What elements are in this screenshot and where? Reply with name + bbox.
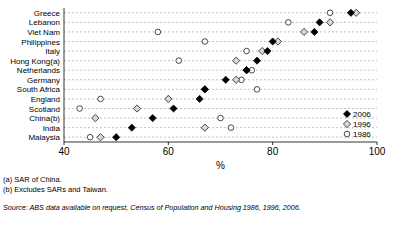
- footnote: (a) SAR of China.: [3, 175, 62, 184]
- row-line: [64, 70, 377, 71]
- dot: [87, 134, 93, 140]
- category-label: China(b): [29, 114, 60, 123]
- dot: [233, 57, 240, 64]
- category-label: England: [31, 95, 60, 104]
- dot: [316, 19, 323, 26]
- category-label: South Africa: [17, 85, 61, 94]
- category-label: Greece: [34, 9, 61, 18]
- x-tick-label: 100: [369, 146, 386, 157]
- dot: [233, 76, 240, 83]
- category-label: Malaysia: [28, 133, 60, 142]
- dot: [133, 105, 140, 112]
- legend-marker: [344, 131, 350, 137]
- row-line: [64, 127, 377, 128]
- dot: [264, 47, 271, 54]
- row-line: [64, 98, 377, 99]
- dot: [128, 124, 135, 131]
- dot: [113, 134, 120, 141]
- dot: [286, 20, 292, 26]
- row-line: [64, 31, 377, 32]
- row-line: [64, 60, 377, 61]
- dot: [269, 38, 276, 45]
- category-label: Italy: [45, 47, 60, 56]
- dot: [347, 9, 354, 16]
- dot: [196, 95, 203, 102]
- dot: [201, 86, 208, 93]
- category-label: Germany: [27, 76, 60, 85]
- dot: [228, 125, 234, 131]
- row-line: [64, 79, 377, 80]
- dot: [176, 58, 182, 64]
- dot: [300, 28, 307, 35]
- legend-label: 1996: [353, 120, 371, 129]
- x-tick: [64, 142, 65, 145]
- dot: [243, 67, 250, 74]
- dot: [253, 57, 260, 64]
- source: Source: ABS data available on request, C…: [3, 203, 301, 212]
- dot: [254, 87, 260, 93]
- legend-marker: [343, 120, 350, 127]
- x-axis-label: %: [216, 160, 225, 171]
- dot: [165, 95, 172, 102]
- footnote: (b) Excludes SARs and Taiwan.: [3, 185, 108, 194]
- category-label: Scotland: [29, 105, 60, 114]
- x-tick-label: 40: [58, 146, 70, 157]
- legend-marker: [343, 110, 350, 117]
- y-axis: [64, 8, 65, 142]
- dot: [222, 76, 229, 83]
- row-line: [64, 41, 377, 42]
- legend-label: 1986: [353, 130, 371, 139]
- dot: [98, 96, 104, 102]
- x-tick-label: 80: [267, 146, 279, 157]
- dot: [201, 86, 208, 93]
- dot: [243, 67, 250, 74]
- dot: [77, 106, 83, 112]
- row-line: [64, 108, 377, 109]
- row-line: [64, 51, 377, 52]
- category-label: Philippines: [21, 38, 60, 47]
- dot: [155, 29, 161, 35]
- dot: [327, 10, 333, 16]
- plot-marks: [77, 9, 360, 141]
- x-axis: [64, 142, 377, 143]
- legend-label: 2006: [353, 110, 371, 119]
- dot: [201, 124, 208, 131]
- chart: GreeceLebanonViet NamPhilippinesItalyHon…: [0, 0, 397, 227]
- dot: [202, 39, 208, 45]
- row-line: [64, 89, 377, 90]
- category-label: Viet Nam: [27, 28, 60, 37]
- category-label: Hong Kong(a): [10, 57, 60, 66]
- dot: [97, 134, 104, 141]
- x-tick-label: 60: [163, 146, 175, 157]
- dot: [218, 115, 224, 121]
- category-label: Lebanon: [29, 18, 60, 27]
- x-tick: [377, 142, 378, 145]
- x-tick: [168, 142, 169, 145]
- category-label: Netherlands: [17, 66, 60, 75]
- dot: [244, 48, 250, 54]
- dot: [92, 114, 99, 121]
- dot: [149, 114, 156, 121]
- category-label: India: [43, 124, 61, 133]
- x-tick: [272, 142, 273, 145]
- dot: [170, 105, 177, 112]
- dot: [311, 28, 318, 35]
- dot: [326, 19, 333, 26]
- row-line: [64, 137, 377, 138]
